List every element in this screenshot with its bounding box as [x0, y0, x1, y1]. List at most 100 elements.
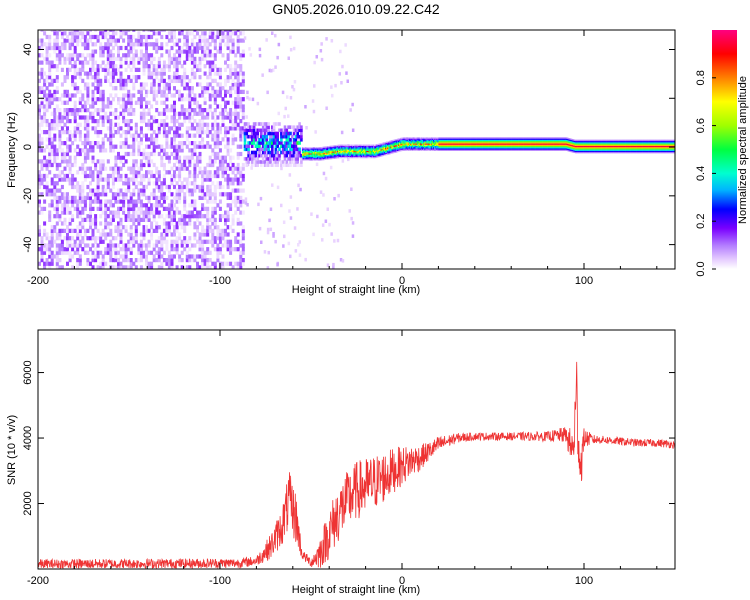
spectrogram-cell	[429, 147, 432, 149]
spectrogram-cell	[356, 144, 358, 146]
spectrogram-cell	[170, 75, 174, 80]
spectrogram-cell	[43, 184, 47, 190]
spectrogram-cell	[99, 115, 103, 120]
spectrogram-cell	[124, 122, 128, 127]
spectrogram-cell	[272, 128, 276, 133]
spectrogram-cell	[208, 173, 212, 179]
spectrogram-cell	[450, 143, 452, 145]
spectrogram-cell	[430, 138, 433, 140]
spectrogram-cell	[269, 131, 272, 136]
spectrogram-cell	[183, 199, 187, 204]
spectrogram-cell	[119, 104, 123, 109]
spectrogram-cell	[43, 173, 47, 179]
spectrogram-cell	[276, 157, 279, 161]
spectrogram-cell	[420, 141, 423, 143]
spectrogram-cell	[334, 156, 337, 158]
spectrogram-cell	[348, 145, 351, 148]
spectrogram-cell	[448, 144, 450, 146]
spectrogram-cell	[224, 34, 227, 40]
spectrogram-cell	[211, 228, 215, 233]
spectrogram-cell	[94, 258, 98, 263]
spectrogram-cell	[50, 236, 54, 241]
spectrogram-cell	[101, 53, 105, 58]
spectrogram-cell	[201, 203, 205, 208]
spectrogram-cell	[71, 82, 75, 87]
spectrogram-cell	[50, 261, 54, 266]
spectrogram-cell	[243, 144, 247, 148]
spectrogram-cell	[256, 131, 259, 136]
spectrogram-cell	[137, 31, 141, 36]
spectrogram-cell	[422, 142, 424, 144]
spectrogram-cell	[383, 143, 386, 145]
spectrogram-cell	[388, 143, 390, 145]
spectrogram-cell	[86, 31, 90, 36]
spectrogram-cell	[307, 156, 309, 159]
spectrogram-cell	[111, 126, 115, 131]
spectrogram-cell	[388, 142, 390, 144]
spectrogram-cell	[38, 210, 41, 215]
spectrogram-cell	[306, 148, 308, 150]
spectrogram-cell	[218, 181, 222, 186]
spectrogram-cell	[322, 156, 324, 158]
spectrogram-cell	[364, 151, 366, 154]
spectrogram-cell	[119, 71, 123, 76]
spectrogram-cell	[291, 85, 294, 89]
spectrogram-cell	[369, 151, 371, 154]
spectrogram-cell	[178, 192, 182, 197]
spectrogram-cell	[370, 156, 373, 159]
spectrogram-cell	[226, 239, 230, 244]
spectrogram-cell	[193, 221, 197, 226]
spectrogram-cell	[322, 157, 324, 160]
spectrogram-cell	[185, 221, 189, 226]
spectrogram-cell	[289, 195, 293, 199]
spectrogram-cell	[266, 230, 270, 235]
spectrogram-cell	[188, 148, 192, 153]
spectrogram-cell	[254, 150, 258, 155]
spectrogram-cell	[406, 147, 409, 149]
spectrogram-cell	[241, 126, 245, 131]
spectrogram-cell	[451, 137, 453, 139]
spectrogram-cell	[188, 126, 192, 131]
spectrogram-cell	[376, 155, 378, 157]
spectrogram-cell	[152, 56, 156, 61]
spectrogram-cell	[378, 148, 380, 150]
spectrogram-cell	[198, 133, 202, 138]
spectrogram-cell	[415, 139, 417, 142]
spectrogram-cell	[396, 150, 399, 153]
spectrogram-cell	[145, 144, 148, 149]
spectrogram-cell	[96, 111, 100, 116]
spectrogram-cell	[226, 232, 230, 237]
spectrogram-cell	[96, 188, 100, 193]
spectrogram-cell	[380, 152, 382, 155]
spectrogram-cell	[83, 71, 87, 76]
spectrogram-cell	[294, 249, 298, 253]
spectrogram-cell	[196, 210, 199, 215]
spectrogram-cell	[226, 100, 230, 105]
spectrogram-cell	[101, 104, 105, 109]
spectrogram-cell	[448, 141, 450, 143]
spectrogram-cell	[213, 34, 217, 40]
spectrogram-cell	[319, 159, 321, 161]
spectrogram-cell	[145, 49, 148, 54]
spectrogram-cell	[319, 154, 321, 156]
spectrogram-cell	[170, 78, 174, 83]
spectrogram-cell	[50, 232, 54, 237]
spectrogram-cell	[50, 30, 54, 32]
spectrogram-cell	[152, 93, 156, 98]
spectrogram-cell	[111, 210, 115, 215]
spectrogram-cell	[285, 163, 289, 167]
spectrogram-cell	[167, 86, 171, 91]
spectrogram-cell	[229, 148, 233, 153]
spectrogram-cell	[40, 162, 44, 168]
spectrogram-cell	[443, 143, 446, 145]
spectrogram-cell	[58, 97, 62, 102]
spectrogram-cell	[271, 134, 274, 139]
spectrogram-cell	[294, 160, 298, 164]
spectrogram-cell	[183, 195, 187, 200]
spectrogram-cell	[229, 111, 233, 116]
spectrogram-cell	[170, 214, 174, 219]
spectrogram-cell	[265, 38, 268, 42]
spectrogram-cell	[358, 150, 361, 153]
spectrogram-cell	[147, 239, 151, 244]
spectrogram-cell	[354, 151, 356, 154]
